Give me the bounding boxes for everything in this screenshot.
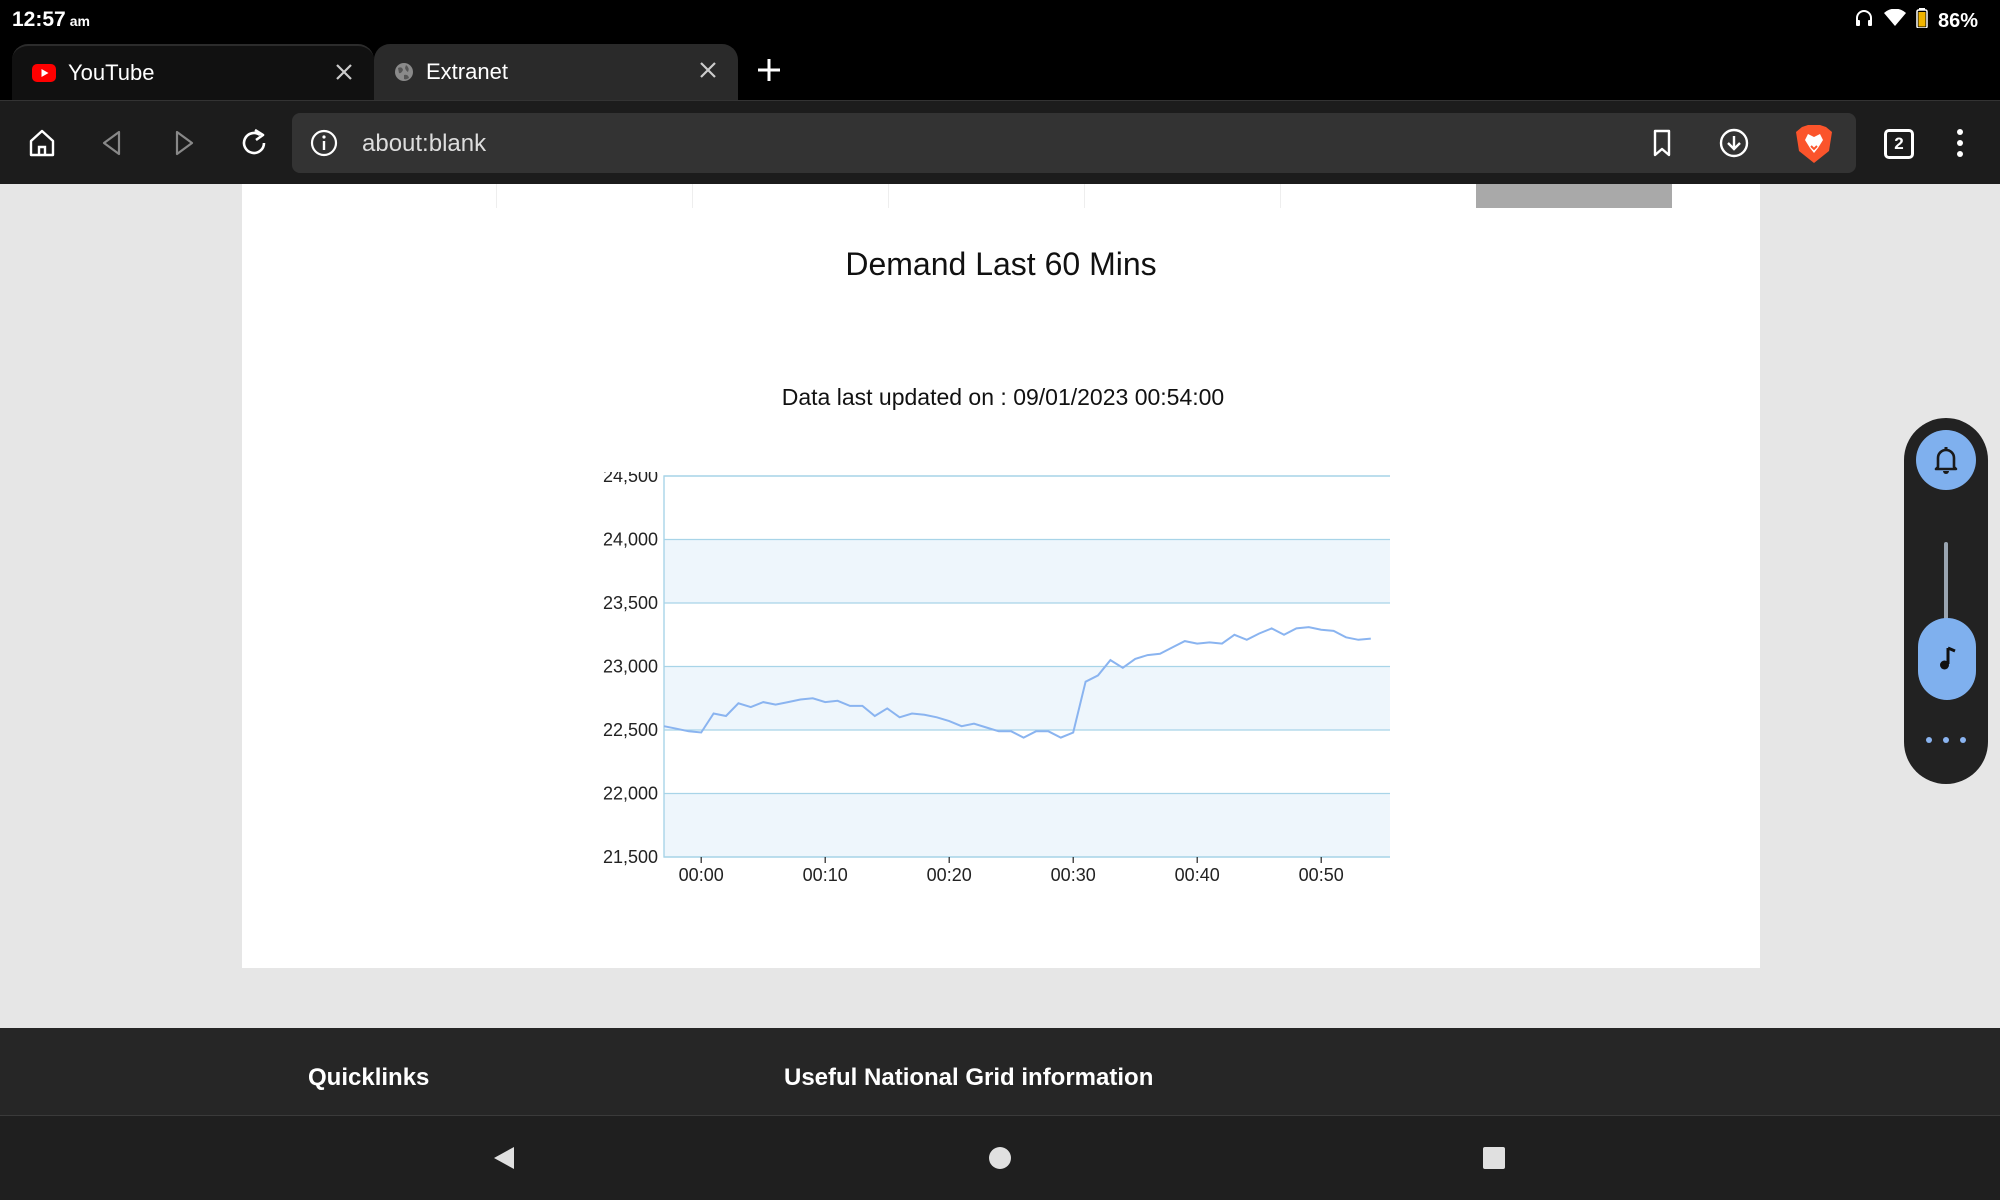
y-tick-label: 24,000 [603,530,658,550]
chart-title: Demand Last 60 Mins [845,246,1157,282]
quicklinks-heading[interactable]: Quicklinks [308,1064,430,1091]
wifi-icon [1883,8,1906,33]
volume-track[interactable] [1944,542,1948,638]
tab-switcher-icon[interactable]: 2 [1884,129,1914,159]
url-text[interactable]: about:blank [362,130,487,157]
chart-band [664,666,1390,730]
tab-label: YouTube [68,60,155,85]
battery-level: 86% [1937,9,1978,32]
y-tick-label: 22,500 [603,720,658,740]
status-time: 12:57 am [12,8,90,32]
demand-chart: 21,500 22,000 22,500 23,000 23,500 24,000 24,5… [603,472,1390,885]
system-nav-bar [0,1116,2000,1200]
browser-toolbar: about:blank 2 [0,100,2000,184]
battery-icon [1916,8,1928,34]
clock-time: 12:57 [12,8,66,31]
chart-band [664,539,1390,603]
status-bar: 12:57 am 86% [0,0,2000,40]
y-tick-label: 21,500 [603,847,658,867]
youtube-icon [32,64,56,82]
clock-ampm: am [69,13,90,29]
menu-icon[interactable] [1948,125,1972,161]
download-icon[interactable] [1718,127,1750,159]
last-updated-text: Data last updated on : 09/01/2023 00:54:… [781,384,1225,410]
bell-icon[interactable] [1916,430,1976,490]
site-footer: Quicklinks Useful National Grid informat… [0,1028,2000,1116]
selected-tab-indicator [1476,184,1672,208]
media-panel [1904,418,1988,784]
x-tick-label: 00:30 [1051,865,1096,885]
demand-series-line [663,626,1371,739]
y-tick-label: 23,000 [603,657,658,677]
music-note-icon[interactable] [1918,618,1976,700]
tab-youtube[interactable]: YouTube [12,44,374,100]
more-dots-icon[interactable] [1926,734,1966,746]
brave-shield-icon[interactable] [1794,123,1834,165]
y-tick-label: 24,500 [603,472,658,486]
x-tick-label: 00:20 [927,865,972,885]
info-icon[interactable] [310,129,338,157]
home-circle-icon[interactable] [984,1142,1016,1174]
new-tab-icon[interactable] [754,55,784,85]
back-icon[interactable] [90,121,134,165]
y-tick-label: 22,000 [603,784,658,804]
chart-band [664,793,1390,857]
recents-square-icon[interactable] [1478,1142,1510,1174]
close-icon[interactable] [696,58,720,82]
x-tick-label: 00:50 [1299,865,1344,885]
x-tick-label: 00:40 [1175,865,1220,885]
reload-icon[interactable] [232,121,276,165]
chart-plot-border [663,475,1390,858]
page-content: Demand Last 60 Mins Data last updated on… [0,184,2000,1028]
tab-extranet[interactable]: Extranet [374,44,738,100]
back-triangle-icon[interactable] [488,1142,520,1174]
globe-icon [394,62,414,82]
forward-icon[interactable] [162,121,206,165]
tab-strip: YouTube Extranet [0,40,2000,100]
chart-card: Demand Last 60 Mins Data last updated on… [242,184,1760,968]
useful-info-heading[interactable]: Useful National Grid information [784,1064,1154,1091]
status-icons: 86% [1854,8,1978,34]
headphones-icon [1854,8,1874,34]
x-tick-label: 00:10 [803,865,848,885]
x-tick-label: 00:00 [679,865,724,885]
address-bar[interactable]: about:blank [292,113,1856,173]
bookmark-icon[interactable] [1646,127,1678,159]
close-icon[interactable] [332,60,356,84]
y-tick-label: 23,500 [603,593,658,613]
home-icon[interactable] [20,121,64,165]
tab-label: Extranet [426,59,508,84]
